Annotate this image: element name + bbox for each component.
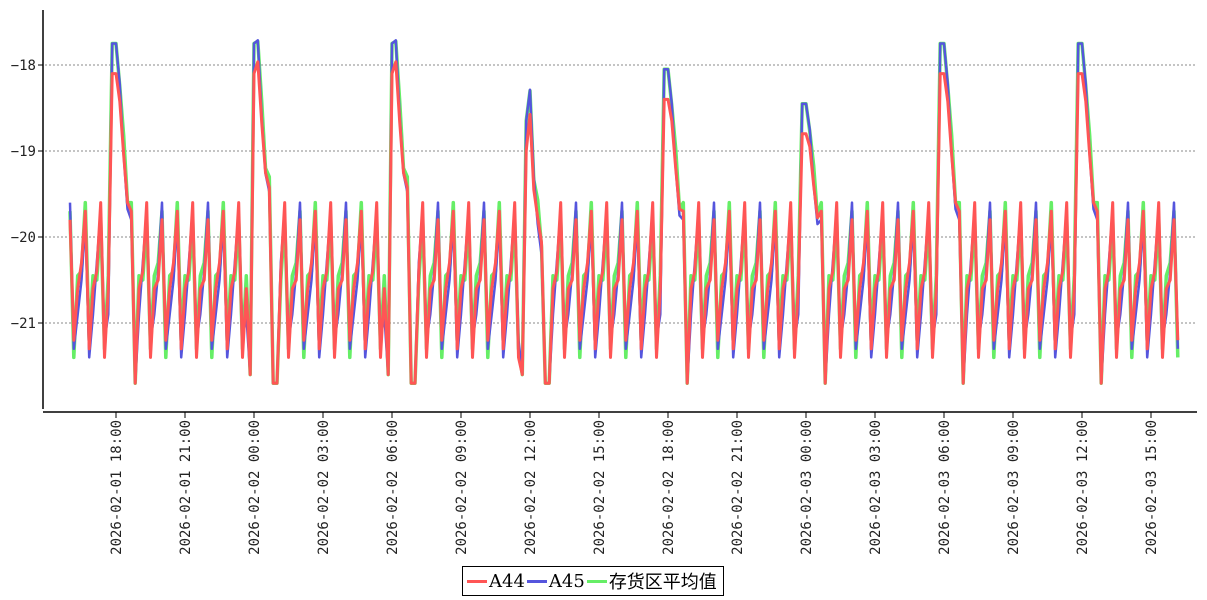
x-tick-label: 2026-02-01 18:00 <box>109 420 125 555</box>
series-line-a44 <box>68 60 1180 385</box>
x-tick-label: 2026-02-02 06:00 <box>385 420 401 555</box>
legend-label-a45: A45 <box>548 570 585 592</box>
legend-label-a44: A44 <box>489 570 525 592</box>
y-tick-label: −20 <box>11 230 36 246</box>
x-tick-label: 2026-02-01 21:00 <box>178 420 194 555</box>
x-tick-label: 2026-02-03 12:00 <box>1075 420 1091 555</box>
legend-item-a44: A44 <box>467 571 525 592</box>
legend: A44 A45 存货区平均值 <box>462 566 724 596</box>
x-tick-label: 2026-02-02 00:00 <box>247 420 263 555</box>
x-ticks: 2026-02-01 18:00 2026-02-01 21:00 2026-02-… <box>109 412 1160 555</box>
legend-swatch-average <box>586 579 607 583</box>
legend-label-average: 存货区平均值 <box>608 572 717 593</box>
x-tick-label: 2026-02-03 15:00 <box>1144 420 1160 555</box>
y-ticks: −21 −20 −19 −18 <box>11 58 43 332</box>
x-tick-label: 2026-02-02 09:00 <box>454 420 470 555</box>
y-tick-label: −19 <box>11 144 36 160</box>
x-tick-label: 2026-02-02 18:00 <box>661 420 677 555</box>
series-lines <box>68 39 1180 385</box>
axes <box>42 10 1197 413</box>
legend-swatch-a45 <box>526 579 547 583</box>
y-tick-label: −18 <box>11 58 36 74</box>
x-tick-label: 2026-02-02 21:00 <box>730 420 746 555</box>
x-tick-label: 2026-02-03 09:00 <box>1006 420 1022 555</box>
legend-swatch-a44 <box>467 579 487 583</box>
x-tick-label: 2026-02-03 03:00 <box>868 420 884 555</box>
y-tick-label: −21 <box>11 316 36 332</box>
x-tick-label: 2026-02-02 03:00 <box>316 420 332 555</box>
x-tick-label: 2026-02-03 00:00 <box>799 420 815 555</box>
x-tick-label: 2026-02-02 15:00 <box>592 420 608 555</box>
x-tick-label: 2026-02-03 06:00 <box>937 420 953 555</box>
legend-item-average: 存货区平均值 <box>586 568 717 594</box>
x-tick-label: 2026-02-02 12:00 <box>523 420 539 555</box>
legend-item-a45: A45 <box>526 570 585 592</box>
